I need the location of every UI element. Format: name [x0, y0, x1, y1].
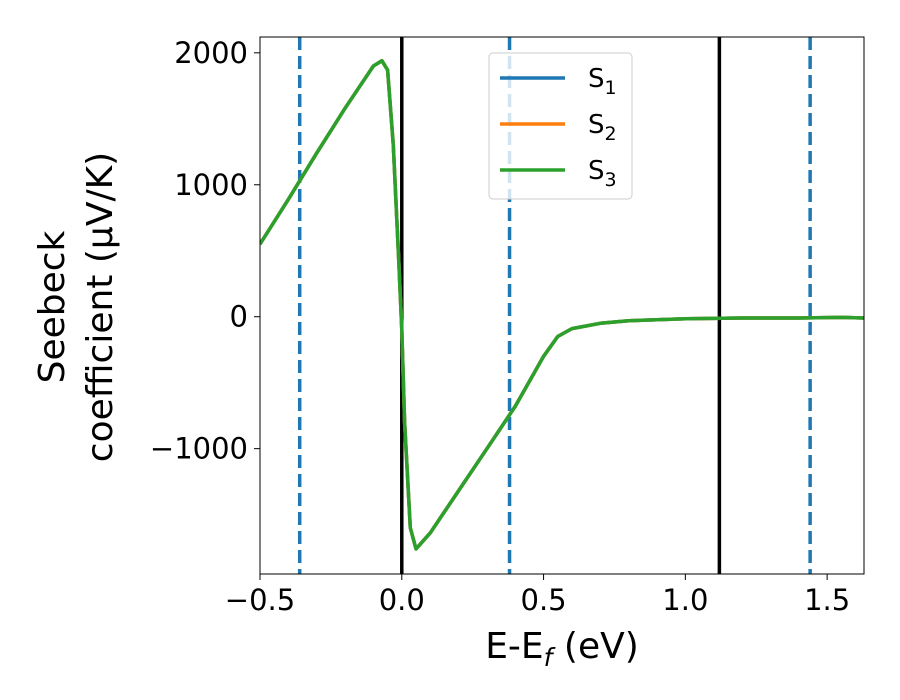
x-tick-label: 1.0 — [662, 583, 708, 617]
y-axis-ticks: −1000 0 1000 2000 — [150, 36, 260, 466]
legend-label-1: S1 — [588, 64, 617, 99]
legend-label-3: S3 — [588, 156, 617, 191]
y-axis-label-line-1: Seebeck — [32, 230, 73, 383]
x-tick-label: −0.5 — [225, 583, 295, 617]
x-axis-ticks: −0.5 0.0 0.5 1.0 1.5 — [225, 574, 850, 617]
legend-box — [488, 52, 633, 200]
y-tick-label: 1000 — [174, 168, 248, 202]
legend-label-2: S2 — [588, 110, 617, 145]
y-tick-label: 0 — [230, 300, 248, 334]
series-line-3 — [260, 58, 864, 551]
data-series — [260, 58, 864, 551]
legend: S1 S2 S3 — [488, 52, 633, 200]
vertical-reference-lines — [297, 37, 812, 574]
y-tick-label: 2000 — [174, 36, 248, 70]
y-axis-label: Seebeck coefficient (μV/K) — [32, 152, 121, 462]
x-axis-label: E-Ef (eV) — [485, 626, 639, 672]
y-axis-label-line-2: coefficient (μV/K) — [80, 152, 121, 462]
x-tick-label: 0.0 — [379, 583, 425, 617]
x-tick-label: 0.5 — [521, 583, 567, 617]
x-tick-label: 1.5 — [804, 583, 850, 617]
plot-frame — [259, 36, 865, 575]
y-tick-label: −1000 — [150, 432, 248, 466]
